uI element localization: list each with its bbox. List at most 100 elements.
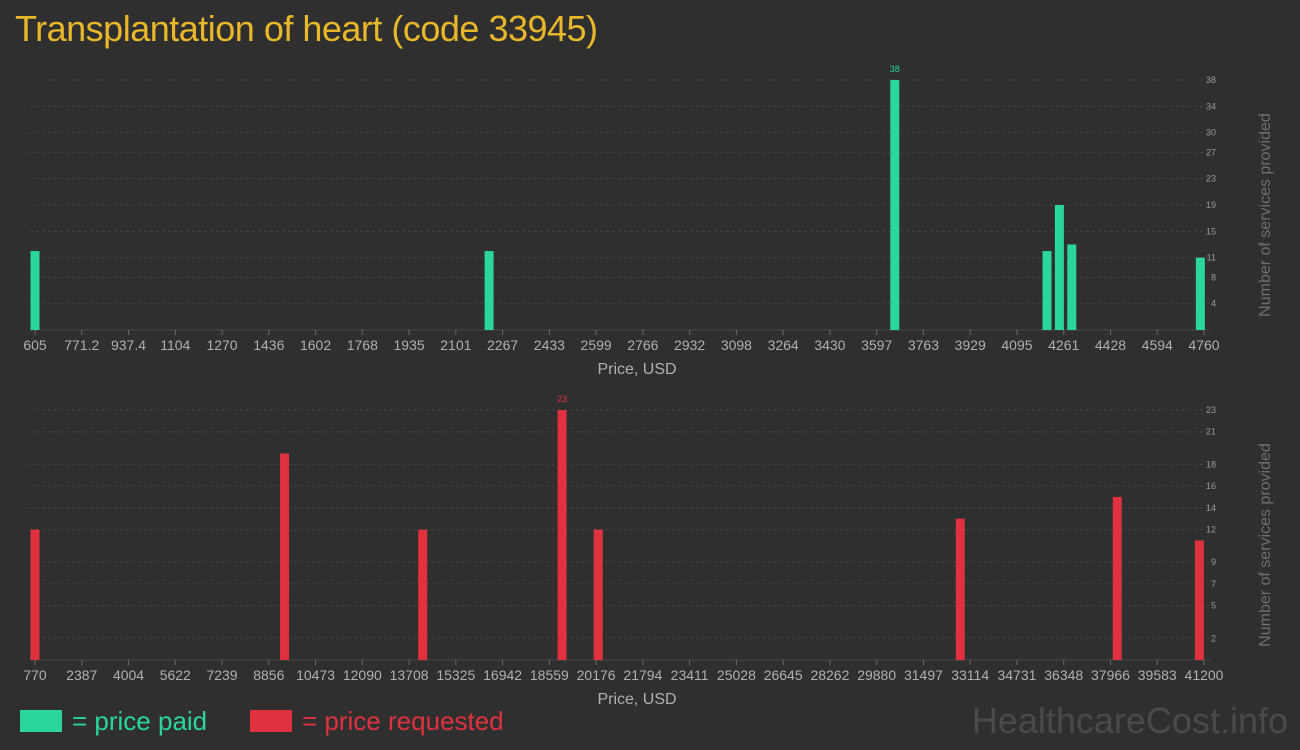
y-tick-label: 9 [1211, 557, 1216, 567]
watermark: HealthcareCost.info [971, 700, 1288, 741]
y-tick-label: 34 [1206, 101, 1216, 111]
y-tick-label: 19 [1206, 200, 1216, 210]
y-tick-label: 30 [1206, 128, 1216, 138]
x-tick-label: 7239 [206, 667, 237, 683]
x-tick-label: 3098 [721, 337, 752, 353]
bar-requested [30, 529, 40, 660]
x-tick-label: 41200 [1185, 667, 1224, 683]
x-tick-label: 4428 [1095, 337, 1126, 353]
x-tick-label: 3763 [908, 337, 939, 353]
x-tick-label: 31497 [904, 667, 943, 683]
x-tick-label: 12090 [343, 667, 382, 683]
y-axis-label: Number of services provided [1257, 443, 1274, 647]
x-tick-label: 18559 [530, 667, 569, 683]
bar-paid [890, 80, 900, 330]
x-tick-label: 37966 [1091, 667, 1130, 683]
bar-requested [557, 410, 567, 660]
y-tick-label: 7 [1211, 579, 1216, 589]
bar-data-label: 23 [557, 394, 567, 404]
bar-requested [280, 453, 290, 660]
y-tick-label: 8 [1211, 272, 1216, 282]
bar-paid [1042, 251, 1052, 330]
x-tick-label: 605 [23, 337, 47, 353]
bar-paid [1054, 205, 1064, 330]
x-axis-label: Price, USD [597, 361, 676, 378]
x-tick-label: 4095 [1001, 337, 1032, 353]
x-tick-label: 937.4 [111, 337, 146, 353]
x-tick-label: 15325 [436, 667, 475, 683]
y-tick-label: 15 [1206, 226, 1216, 236]
bar-paid [30, 251, 40, 330]
y-axis-label: Number of services provided [1257, 113, 1274, 317]
x-tick-label: 770 [23, 667, 47, 683]
y-tick-label: 2 [1211, 633, 1216, 643]
legend-requested-label: = price requested [302, 705, 504, 736]
legend-requested: = price requested [250, 704, 504, 738]
x-tick-label: 1602 [300, 337, 331, 353]
x-tick-label: 4594 [1142, 337, 1173, 353]
legend-paid: = price paid [20, 704, 207, 738]
legend-paid-label: = price paid [72, 705, 208, 736]
x-tick-label: 8856 [253, 667, 284, 683]
x-tick-label: 771.2 [64, 337, 99, 353]
chart-requested: 2 5 7 9 12 14 16 18 21 23 770 2387 4004 5622 7239 8856 1… [23, 394, 1274, 708]
x-tick-label: 2101 [440, 337, 471, 353]
x-tick-label: 28262 [810, 667, 849, 683]
page-title: Transplantation of heart (code 33945) [15, 8, 598, 49]
x-tick-label: 29880 [857, 667, 896, 683]
y-tick-label: 38 [1206, 75, 1216, 85]
x-tick-label: 1768 [347, 337, 378, 353]
legend-requested-swatch [250, 710, 292, 732]
x-tick-label: 26645 [764, 667, 803, 683]
x-tick-label: 21794 [623, 667, 662, 683]
bar-paid [1195, 257, 1205, 330]
y-tick-label: 5 [1211, 601, 1216, 611]
bar-requested [955, 518, 965, 660]
x-tick-label: 1270 [206, 337, 237, 353]
x-tick-label: 1104 [160, 337, 190, 353]
bar-requested [593, 529, 603, 660]
y-tick-label: 23 [1206, 405, 1216, 415]
y-tick-label: 11 [1207, 253, 1216, 263]
x-tick-label: 34731 [997, 667, 1036, 683]
x-tick-label: 5622 [160, 667, 191, 683]
x-tick-label: 1935 [394, 337, 425, 353]
x-tick-label: 2932 [674, 337, 705, 353]
x-tick-label: 3929 [955, 337, 986, 353]
y-tick-label: 16 [1206, 481, 1216, 491]
x-tick-label: 2387 [66, 667, 97, 683]
x-tick-label: 4261 [1048, 337, 1079, 353]
x-tick-label: 4760 [1188, 337, 1219, 353]
x-tick-label: 36348 [1044, 667, 1083, 683]
x-tick-label: 3597 [861, 337, 892, 353]
legend-paid-swatch [20, 710, 62, 732]
x-tick-label: 2433 [534, 337, 565, 353]
x-tick-label: 1436 [253, 337, 284, 353]
x-axis-label: Price, USD [597, 691, 676, 708]
bar-requested [1194, 540, 1204, 660]
x-tick-label: 39583 [1138, 667, 1177, 683]
x-tick-label: 2766 [627, 337, 658, 353]
x-tick-label: 33114 [951, 667, 989, 683]
bar-paid [484, 251, 494, 330]
x-tick-label: 10473 [296, 667, 335, 683]
x-tick-label: 2267 [487, 337, 518, 353]
y-tick-label: 21 [1206, 427, 1216, 437]
y-tick-label: 18 [1206, 459, 1216, 469]
x-tick-label: 25028 [717, 667, 756, 683]
x-tick-label: 3430 [814, 337, 845, 353]
x-tick-label: 16942 [483, 667, 522, 683]
y-tick-label: 12 [1206, 525, 1216, 535]
bar-paid [1067, 244, 1077, 330]
chart-paid: 4 8 11 15 19 23 27 30 34 38 605 771.2 937.4 1104 1270 1… [23, 64, 1274, 378]
y-tick-label: 14 [1206, 503, 1216, 513]
bar-data-label: 38 [890, 64, 900, 74]
y-tick-label: 23 [1206, 174, 1216, 184]
y-tick-label: 4 [1211, 299, 1216, 309]
x-tick-label: 23411 [671, 667, 709, 683]
bar-requested [1112, 496, 1122, 660]
y-tick-label: 27 [1206, 147, 1216, 157]
bar-requested [418, 529, 428, 660]
x-tick-label: 4004 [113, 667, 144, 683]
